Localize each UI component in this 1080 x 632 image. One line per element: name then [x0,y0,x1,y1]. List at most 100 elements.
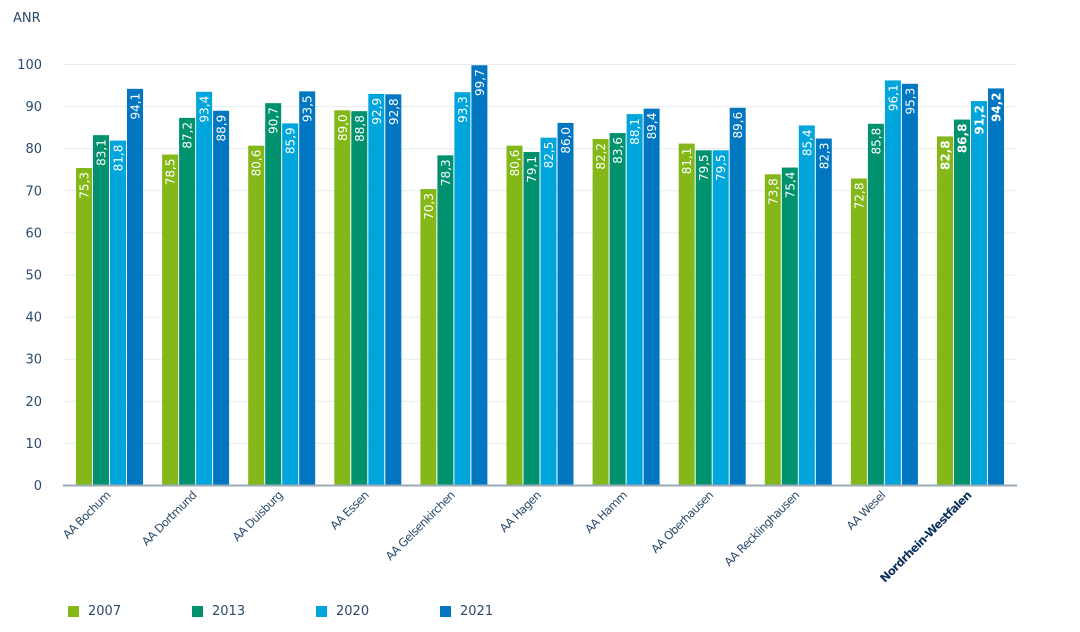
value-label: 89,0 [336,114,350,141]
value-label: 93,4 [198,96,212,123]
bar-2020 [798,125,815,485]
value-label: 82,8 [939,140,953,170]
y-tick-label: 70 [25,184,42,199]
value-label: 92,8 [387,98,401,125]
bar-2013 [954,119,970,486]
legend-item-2020: 2020 [316,604,440,619]
bar-2021 [988,88,1004,485]
x-tick-label: AA Dortmund [139,488,200,549]
value-label: 72,8 [852,183,866,210]
bar-2007 [937,136,953,486]
value-label: 79,5 [714,154,728,181]
y-tick-label: 20 [25,395,42,410]
bar-2007 [764,174,781,485]
bar-2020 [971,101,987,485]
bar-2007 [592,138,609,486]
value-label: 75,4 [783,172,797,199]
bar-2020 [110,140,126,485]
value-label: 81,8 [112,145,126,172]
x-tick-label: AA Hamm [582,488,630,536]
value-label: 83,1 [95,139,109,166]
bar-chart: ANR 0 10 20 30 40 50 60 70 80 90 100 75,383,1 81,8 9… [13,11,1017,585]
bar-2013 [437,155,454,485]
legend-swatch [68,606,79,617]
bar-2021 [901,83,918,486]
x-tick-label: AA Wesel [844,488,889,533]
y-tick-label: 0 [34,479,42,494]
x-tick-label: Nordrhein-Westfalen [877,488,974,585]
value-label: 87,2 [181,122,195,149]
bar-2021 [127,88,143,486]
bar-2007 [334,110,351,485]
x-tick-label: AA Hagen [497,488,544,535]
legend-label: 2021 [460,604,494,619]
value-label: 88,9 [215,115,229,142]
y-axis-label: ANR [13,11,41,26]
value-label: 73,8 [766,178,780,205]
legend-item-2013: 2013 [192,604,316,619]
bar-2021 [213,110,230,485]
bar-2021 [471,65,488,485]
value-label: 82,3 [817,143,831,170]
bar-2021 [815,138,832,485]
y-tick-label: 60 [25,226,42,241]
x-tick-label: AA Oberhausen [648,488,716,556]
bar-2020 [454,92,471,485]
legend-label: 2007 [88,604,122,619]
bar-2013 [265,103,282,485]
bar-2021 [299,91,316,486]
bar-2021 [643,108,660,485]
value-label: 92,9 [370,98,384,125]
y-tick-label: 80 [25,142,42,157]
bar-2013 [179,117,196,485]
value-label: 85,4 [800,129,814,156]
bar-2021 [729,107,746,485]
value-label: 80,6 [250,150,264,177]
bar-2013 [351,111,368,485]
value-label: 90,7 [267,107,281,134]
value-label: 85,9 [284,127,298,154]
value-label: 88,8 [353,115,367,142]
value-label: 82,2 [594,143,608,170]
bar-2020 [282,123,299,486]
bar-2007 [420,189,437,486]
value-label: 91,2 [973,105,987,135]
value-label: 78,5 [164,159,178,186]
bar-2007 [850,178,867,485]
legend-swatch [440,606,451,617]
value-label: 86,8 [956,124,970,154]
legend-item-2007: 2007 [68,604,192,619]
bar-2020 [540,137,557,486]
bar-2021 [557,122,574,485]
y-tick-label: 40 [25,311,42,326]
bar-2013 [695,150,712,485]
bar-2020 [626,114,643,485]
bar-2013 [93,135,109,486]
bar-2007 [162,154,179,485]
value-label: 82,5 [542,142,556,169]
value-label: 79,5 [697,154,711,181]
legend-label: 2020 [336,604,370,619]
value-label: 94,2 [990,92,1004,122]
bar-2020 [368,93,385,486]
bar-2013 [781,167,798,486]
legend: 2007 2013 2020 2021 [68,604,564,619]
value-label: 79,1 [525,156,539,183]
bar-2007 [678,143,695,485]
y-tick-label: 90 [25,100,42,115]
x-tick-label: AA Bochum [60,488,114,542]
bar-2020 [884,80,901,485]
value-label: 99,7 [473,69,487,96]
value-label: 78,3 [439,159,453,186]
value-label: 85,8 [869,128,883,155]
bar-2007 [248,145,265,485]
x-tick-label: AA Duisburg [230,488,286,544]
x-tick-label: AA Gelsenkirchen [383,488,458,563]
y-tick-label: 10 [25,437,42,452]
legend-label: 2013 [212,604,246,619]
bar-2021 [385,94,402,485]
value-label: 81,1 [680,148,694,175]
x-tick-labels: AA Bochum AA Dortmund AA Duisburg AA Essen A… [60,488,975,585]
value-label: 96,1 [886,84,900,111]
y-tick-label: 30 [25,353,42,368]
